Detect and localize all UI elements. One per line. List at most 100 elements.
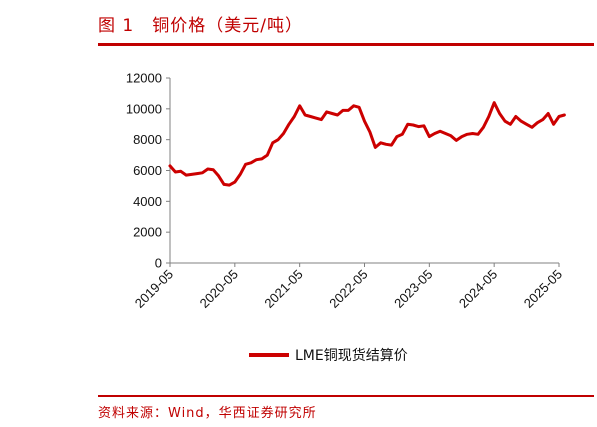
chart-title: 图 1 铜价格（美元/吨）: [98, 11, 303, 36]
data-point: [168, 164, 172, 168]
data-point: [438, 130, 442, 133]
data-point: [390, 143, 393, 147]
data-point: [384, 143, 388, 146]
data-point: [266, 153, 269, 157]
y-tick-label: 6000: [133, 163, 162, 178]
data-point: [357, 106, 361, 109]
data-point: [493, 101, 496, 104]
data-point: [428, 135, 431, 138]
x-axis: 2019-05 2020-05 2021-05 2022-05 2023-05 2024-…: [132, 263, 565, 311]
data-point: [422, 124, 426, 128]
data-point: [411, 123, 415, 127]
source-note: 资料来源：Wind，华西证券研究所: [98, 406, 317, 421]
title-rule: [98, 43, 594, 46]
x-tick-label: 2023-05: [391, 267, 435, 311]
y-tick-label: 0: [155, 256, 162, 271]
data-point: [239, 173, 242, 176]
y-tick-label: 12000: [126, 71, 162, 86]
data-point: [520, 120, 523, 123]
data-point: [298, 104, 301, 108]
series-layer: [168, 101, 566, 187]
data-point: [536, 121, 539, 124]
data-point: [174, 170, 177, 174]
data-point: [476, 133, 480, 136]
data-point: [190, 173, 193, 176]
data-point: [401, 133, 404, 136]
data-point: [249, 161, 253, 164]
data-point: [212, 168, 215, 171]
data-point: [449, 134, 453, 137]
data-point: [530, 126, 534, 129]
source-rule: [98, 395, 594, 397]
data-point: [557, 115, 561, 118]
data-point: [547, 112, 550, 115]
data-point: [222, 183, 226, 186]
y-tick-label: 10000: [126, 101, 162, 116]
data-point: [303, 113, 307, 117]
data-point: [487, 115, 490, 118]
y-tick-label: 8000: [133, 132, 162, 147]
y-tick-label: 2000: [133, 225, 162, 240]
data-point: [233, 180, 236, 184]
data-point: [363, 120, 366, 123]
data-point: [541, 118, 544, 121]
data-point: [282, 132, 285, 135]
legend-label: LME铜现货结算价: [295, 347, 408, 364]
data-point: [228, 183, 231, 187]
data-point: [271, 141, 274, 144]
data-point: [347, 109, 350, 112]
x-tick-label: 2025-05: [521, 267, 565, 311]
data-point: [206, 167, 209, 171]
data-point: [563, 113, 566, 117]
data-point: [466, 133, 469, 136]
data-point: [195, 172, 199, 175]
data-point: [185, 173, 188, 177]
data-point: [379, 141, 382, 144]
data-point: [293, 115, 296, 118]
data-point: [314, 116, 318, 120]
data-point: [455, 139, 458, 142]
data-point: [320, 118, 323, 121]
y-axis: 0 2000 4000 6000 8000 10000 12000: [126, 71, 170, 271]
data-point: [482, 126, 485, 129]
data-point: [503, 120, 507, 123]
data-point: [406, 123, 409, 126]
data-point: [368, 130, 372, 134]
data-point: [336, 113, 339, 117]
data-point: [179, 170, 182, 173]
data-point: [287, 123, 291, 126]
data-point: [460, 135, 463, 138]
data-point: [330, 112, 334, 115]
x-tick-label: 2021-05: [261, 267, 305, 311]
series-line: [168, 101, 566, 187]
data-point: [201, 171, 204, 174]
data-point: [217, 174, 220, 178]
data-point: [244, 163, 247, 166]
data-point: [552, 123, 555, 126]
figure-title: 铜价格（美元/吨）: [152, 16, 303, 36]
data-point: [255, 158, 258, 161]
x-tick-label: 2020-05: [197, 267, 241, 311]
legend: LME铜现货结算价: [249, 347, 408, 364]
figure-number: 图 1: [98, 16, 135, 36]
data-point: [325, 110, 328, 114]
x-tick-label: 2019-05: [132, 267, 176, 311]
data-point: [525, 123, 528, 126]
data-point: [433, 132, 436, 135]
data-point: [444, 132, 447, 135]
data-point: [514, 115, 517, 118]
data-point: [471, 132, 474, 135]
x-tick-label: 2022-05: [326, 267, 370, 311]
data-point: [341, 109, 345, 112]
data-point: [417, 125, 420, 128]
data-point: [498, 112, 501, 115]
x-tick-label: 2024-05: [456, 267, 500, 311]
data-point: [352, 104, 355, 108]
data-point: [374, 146, 377, 149]
y-tick-label: 4000: [133, 194, 162, 209]
data-point: [395, 135, 399, 138]
data-point: [276, 138, 280, 141]
data-point: [260, 157, 263, 161]
data-point: [509, 123, 512, 126]
